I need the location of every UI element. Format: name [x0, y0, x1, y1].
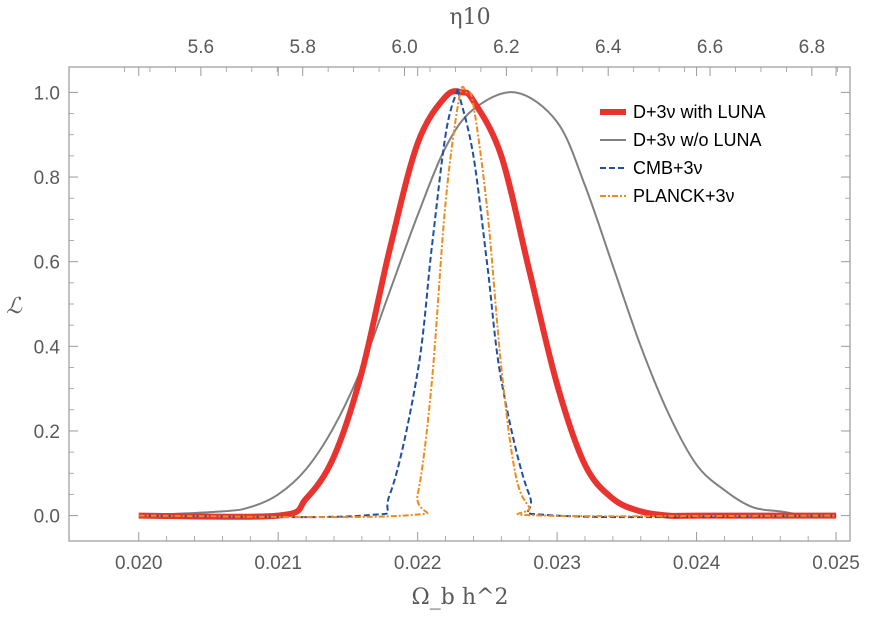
top-tick-label: 6.4 [595, 37, 622, 58]
y-tick-label: 0.6 [34, 253, 60, 274]
bottom-tick-label: 0.020 [115, 553, 163, 574]
top-tick-label: 6.8 [799, 37, 825, 58]
top-tick-label: 6.6 [697, 37, 723, 58]
top-tick-label: 5.6 [188, 37, 214, 58]
bottom-tick-label: 0.021 [254, 553, 302, 574]
legend-label: CMB+3ν [633, 158, 703, 178]
y-tick-label: 0.2 [34, 422, 60, 443]
series-line-3 [138, 85, 837, 519]
ticks-layer [69, 67, 850, 541]
y-axis-title: ℒ [6, 294, 23, 319]
bottom-tick-label: 0.022 [394, 553, 442, 574]
top-axis-title: η10 [449, 5, 490, 30]
top-tick-label: 6.2 [493, 37, 519, 58]
bottom-tick-label: 0.023 [533, 553, 581, 574]
legend-label: D+3ν with LUNA [633, 102, 766, 122]
top-tick-label: 5.8 [289, 37, 315, 58]
bottom-tick-label: 0.024 [673, 553, 721, 574]
y-tick-label: 0.4 [34, 337, 61, 358]
legend: D+3ν with LUNA D+3ν w/o LUNA CMB+3ν PLANCK+… [600, 102, 766, 206]
y-tick-label: 0.0 [34, 507, 60, 528]
legend-label: D+3ν w/o LUNA [633, 130, 762, 150]
y-tick-label: 0.8 [34, 168, 60, 189]
tick-labels-layer: 0.020 0.021 0.022 0.023 0.024 0.025 5.6 5.8 6.0 6… [34, 37, 860, 574]
series-line-0 [138, 88, 837, 520]
series-line-1 [138, 91, 837, 517]
legend-label: PLANCK+3ν [633, 186, 735, 206]
series-line-2 [138, 87, 837, 519]
y-tick-label: 1.0 [34, 83, 60, 104]
top-tick-label: 6.0 [391, 37, 417, 58]
bottom-tick-label: 0.025 [812, 553, 860, 574]
x-axis-title: Ω_b h^2 [412, 585, 509, 610]
curves-layer [138, 85, 837, 520]
